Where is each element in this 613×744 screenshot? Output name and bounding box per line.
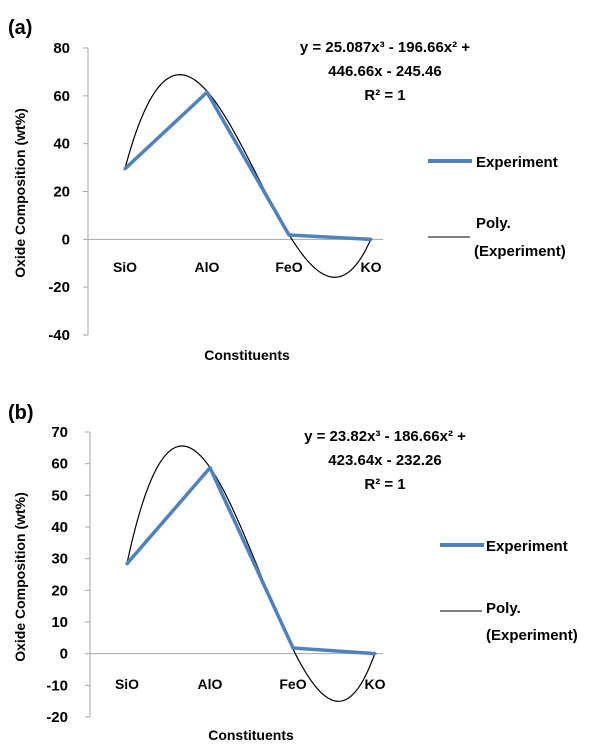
plot-area-b: -20 -10 0 10 20 30 40 50 60 70 SiO AlO FeO KO <box>46 424 385 726</box>
data-point-experiment-b <box>208 466 212 470</box>
panel-b-legend-poly-2: (Experiment) <box>486 627 578 644</box>
panel-b-ylabel: Oxide Composition (wt%) <box>12 492 28 662</box>
panel-a-legend-experiment: Experiment <box>476 154 558 171</box>
chart-panel-b: (b) Oxide Composition (wt%) Constituents… <box>8 402 578 743</box>
plot-area-a: -40 -20 0 20 40 60 80 SiO AlO FeO KO <box>48 40 383 344</box>
y-tick-label-b: -20 <box>46 709 68 726</box>
panel-a-equation-line1: y = 25.087x³ - 196.66x² + <box>300 39 470 56</box>
data-point-experiment-b <box>291 646 295 650</box>
data-point-experiment-a <box>205 90 209 94</box>
y-tick-label-a: -20 <box>48 279 70 296</box>
x-category-label-a: AlO <box>195 259 220 275</box>
x-category-label-a: FeO <box>275 259 302 275</box>
panel-b-xlabel: Constituents <box>208 727 294 743</box>
panel-b-legend-experiment: Experiment <box>486 538 568 555</box>
data-point-experiment-a <box>287 233 291 237</box>
panel-a-legend-poly-2: (Experiment) <box>474 243 566 260</box>
y-tick-label-b: 70 <box>51 424 68 441</box>
y-tick-label-b: 30 <box>51 551 68 568</box>
panel-a-label: (a) <box>8 17 32 39</box>
data-point-experiment-a <box>123 167 127 171</box>
series-line-experiment-a <box>123 90 372 242</box>
y-tick-label-a: 80 <box>53 40 70 57</box>
y-tick-label-a: 60 <box>53 88 70 105</box>
x-category-label-b: FeO <box>279 676 306 692</box>
panel-b-equation-line2: 423.64x - 232.26 <box>328 452 441 469</box>
x-category-label-a: SiO <box>113 259 137 275</box>
y-tick-label-b: 40 <box>51 519 68 536</box>
y-tick-label-a: 0 <box>62 231 70 248</box>
y-tick-label-b: 0 <box>60 646 68 663</box>
panel-a-xlabel: Constituents <box>204 347 290 363</box>
data-point-experiment-b <box>125 562 129 566</box>
trendline-poly-b <box>126 445 376 702</box>
y-tick-label-b: 50 <box>51 487 68 504</box>
y-tick-label-a: 20 <box>53 184 70 201</box>
series-line-experiment-b <box>125 466 376 656</box>
y-tick-label-b: -10 <box>46 677 68 694</box>
x-category-label-b: AlO <box>198 676 223 692</box>
y-tick-label-b: 60 <box>51 456 68 473</box>
x-category-label-b: KO <box>365 676 386 692</box>
panel-a-equation-line2: 446.66x - 245.46 <box>328 63 441 80</box>
y-tick-label-b: 20 <box>51 582 68 599</box>
data-point-experiment-a <box>369 237 373 241</box>
y-tick-label-a: 40 <box>53 136 70 153</box>
x-category-label-a: KO <box>361 259 382 275</box>
y-tick-label-b: 10 <box>51 614 68 631</box>
x-category-label-b: SiO <box>115 676 139 692</box>
panel-b-label: (b) <box>8 402 34 424</box>
chart-panel-a: (a) Oxide Composition (wt%) Constituents… <box>8 17 566 363</box>
panel-a-legend-poly: Poly. <box>476 215 511 232</box>
trendline-poly-a <box>124 74 372 278</box>
panel-b-equation-line3: R² = 1 <box>364 476 405 493</box>
data-point-experiment-b <box>373 652 377 656</box>
panel-b-equation-line1: y = 23.82x³ - 186.66x² + <box>304 428 466 445</box>
panel-a-ylabel: Oxide Composition (wt%) <box>12 108 28 278</box>
panel-b-legend-poly: Poly. <box>486 600 521 617</box>
y-tick-label-a: -40 <box>48 327 70 344</box>
panel-a-equation-line3: R² = 1 <box>364 87 405 104</box>
